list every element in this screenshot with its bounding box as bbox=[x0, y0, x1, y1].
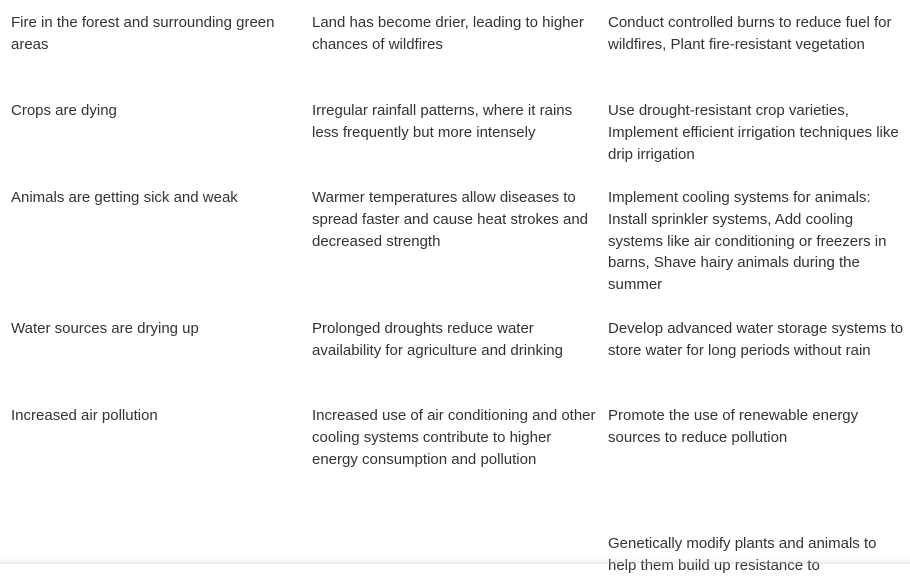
problem-cell: Animals are getting sick and weak bbox=[11, 189, 238, 206]
solution-cell: Develop advanced water storage systems t… bbox=[608, 320, 904, 359]
solution-cell: Promote the use of renewable energy sour… bbox=[608, 407, 859, 446]
table-row: Fire in the forest and surrounding green… bbox=[0, 0, 910, 87]
table-row: Crops are dying Irregular rainfall patte… bbox=[0, 87, 910, 174]
cause-cell: Land has become drier, leading to higher… bbox=[312, 14, 584, 53]
problem-cell: Fire in the forest and surrounding green… bbox=[11, 14, 275, 53]
table-row: Animals are getting sick and weak Warmer… bbox=[0, 174, 910, 305]
problem-cell: Crops are dying bbox=[11, 102, 117, 119]
cause-cell: Prolonged droughts reduce water availabi… bbox=[312, 320, 563, 359]
table-row: Increased air pollution Increased use of… bbox=[0, 392, 910, 502]
cause-cell: Warmer temperatures allow diseases to sp… bbox=[312, 189, 589, 250]
cause-cell: Increased use of air conditioning and ot… bbox=[312, 407, 596, 468]
scroll-edge-shadow bbox=[0, 558, 910, 564]
table-row: Genetically modify plants and animals to… bbox=[0, 502, 910, 582]
table-row: Water sources are drying up Prolonged dr… bbox=[0, 305, 910, 392]
solution-cell: Implement cooling systems for animals: I… bbox=[608, 189, 887, 294]
problem-cell: Increased air pollution bbox=[11, 407, 158, 424]
cause-cell: Irregular rainfall patterns, where it ra… bbox=[312, 102, 573, 141]
solution-cell: Conduct controlled burns to reduce fuel … bbox=[608, 14, 892, 53]
solution-cell: Use drought-resistant crop varieties, Im… bbox=[608, 102, 899, 163]
solution-cell: Genetically modify plants and animals to… bbox=[608, 535, 877, 574]
problem-cell: Water sources are drying up bbox=[11, 320, 199, 337]
